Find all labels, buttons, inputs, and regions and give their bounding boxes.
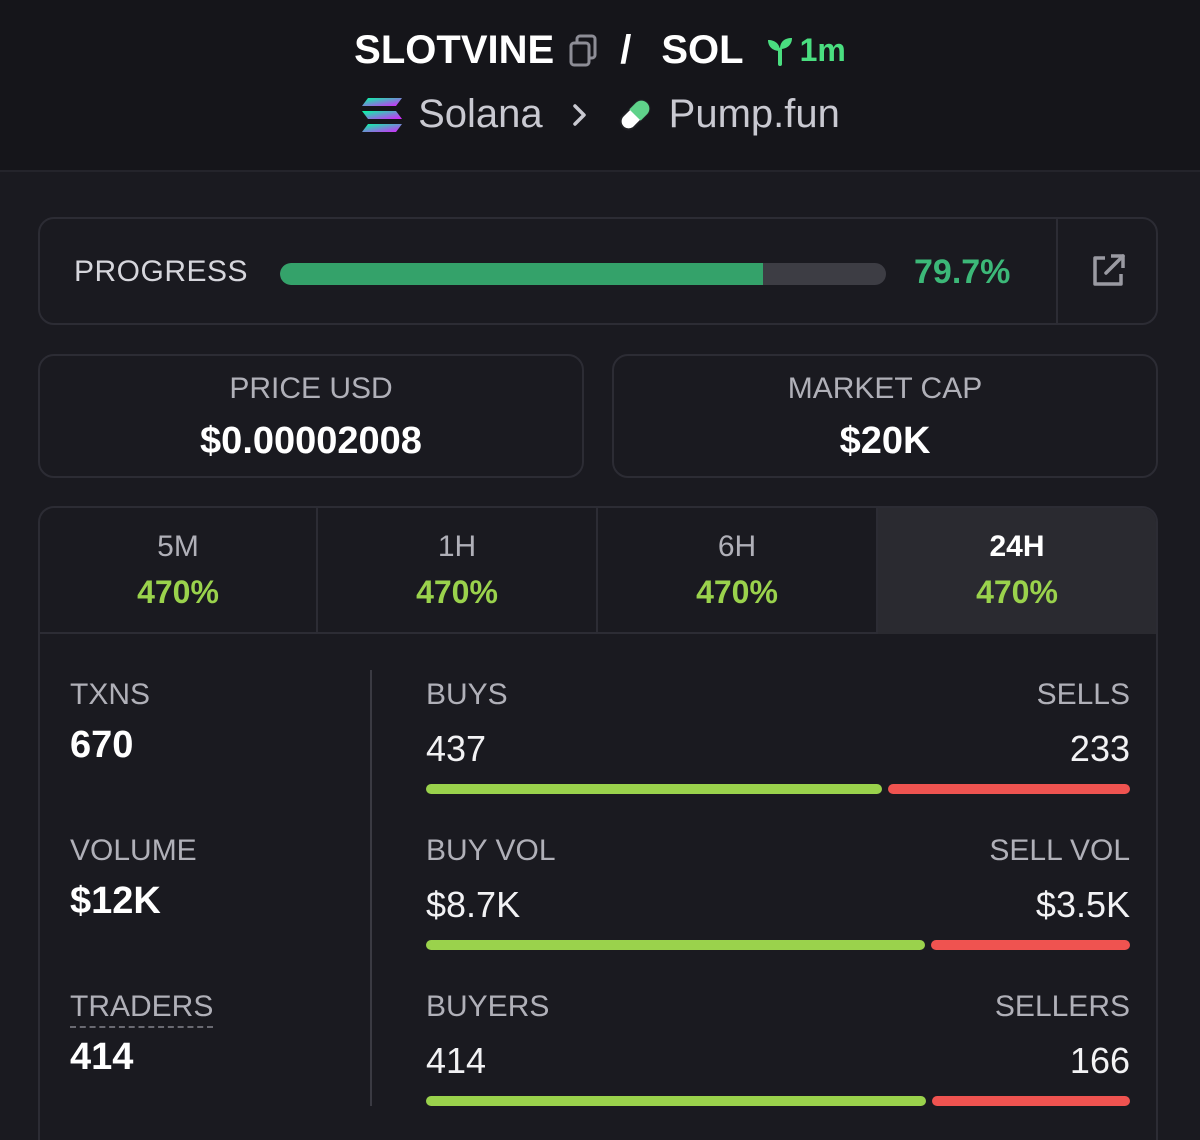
bonding-progress-card: PROGRESS 79.7% [38,217,1158,325]
volume-metric: VOLUME $12K [70,834,197,923]
copy-icon[interactable] [568,34,598,68]
traders-label[interactable]: TRADERS [70,990,214,1028]
token-symbol: SLOTVINE [354,28,555,72]
buyers-bar [426,1096,926,1106]
traders-metric: TRADERS 414 [70,990,214,1079]
sells-value: 233 [1069,728,1130,769]
sellers-value: 166 [1069,1040,1130,1081]
market-cap-label: MARKET CAP [787,372,983,405]
tab-price-change: 470% [976,574,1058,610]
buys-label: BUYS [426,678,508,711]
market-cap-value: $20K [839,420,931,462]
sellers-label: SELLERS [994,990,1130,1023]
tab-6h[interactable]: 6H 470% [598,508,878,634]
sell-vol-bar [931,940,1130,950]
price-usd-card: PRICE USD $0.00002008 [38,354,584,478]
traders-value: 414 [70,1036,134,1078]
pair-age: 1m [766,32,846,69]
volume-value: $12K [70,880,161,922]
txns-value: 670 [70,724,134,766]
pill-icon [615,95,655,135]
price-usd-label: PRICE USD [229,372,393,405]
tab-price-change: 470% [137,574,219,610]
pair-header: SLOTVINE / SOL 1m [0,0,1200,172]
sellers-bar [932,1096,1130,1106]
buys-value: 437 [426,728,487,769]
tab-label: 1H [437,530,477,563]
quote-symbol: SOL [661,28,744,72]
buyers-label: BUYERS [426,990,550,1023]
timeframe-tabs: 5M 470% 1H 470% 6H 470% 24H 470% [40,508,1156,634]
tab-24h[interactable]: 24H 470% [878,508,1156,634]
progress-bar [280,263,886,285]
pair-title: SLOTVINE / SOL 1m [0,28,1200,73]
buy-sell-volume-split: BUY VOL SELL VOL $8.7K $3.5K [426,834,1130,954]
buyers-value: 414 [426,1040,487,1081]
buys-sells-split: BUYS SELLS 437 233 [426,678,1130,798]
buy-vol-bar [426,940,925,950]
column-divider [370,670,372,1106]
buys-bar [426,784,882,794]
seedling-icon [767,37,792,66]
external-link-icon [1093,254,1125,286]
progress-bar-fill [280,263,763,285]
buy-vol-value: $8.7K [426,884,521,925]
pair-separator: / [620,28,632,72]
pair-age-text: 1m [799,32,846,68]
solana-icon [360,96,404,134]
sells-bar [888,784,1130,794]
volume-label: VOLUME [70,834,197,867]
chain-name[interactable]: Solana [418,92,543,136]
market-cap-card: MARKET CAP $20K [612,354,1158,478]
progress-value: 79.7% [914,253,1011,291]
tab-1h[interactable]: 1H 470% [318,508,598,634]
sell-vol-value: $3.5K [1035,884,1130,925]
sell-vol-label: SELL VOL [989,834,1130,867]
sells-label: SELLS [1036,678,1130,711]
buyers-sellers-split: BUYERS SELLERS 414 166 [426,990,1130,1110]
tab-label: 24H [989,530,1045,563]
tab-price-change: 470% [696,574,778,610]
divider [1056,219,1058,323]
tab-label: 6H [717,530,757,563]
price-usd-value: $0.00002008 [200,420,422,462]
stats-panel: 5M 470% 1H 470% 6H 470% 24H 470% TXNS 67… [38,506,1158,1140]
dex-name[interactable]: Pump.fun [668,92,840,136]
buy-vol-label: BUY VOL [426,834,556,867]
chevron-right-icon [571,102,589,128]
txns-metric: TXNS 670 [70,678,150,767]
progress-label: PROGRESS [74,255,249,288]
pair-breadcrumb: Solana Pump.fun [0,92,1200,137]
tab-price-change: 470% [416,574,498,610]
tab-label: 5M [157,530,199,563]
txns-label: TXNS [70,678,151,711]
tab-5m[interactable]: 5M 470% [40,508,318,634]
open-external-button[interactable] [1058,219,1158,323]
